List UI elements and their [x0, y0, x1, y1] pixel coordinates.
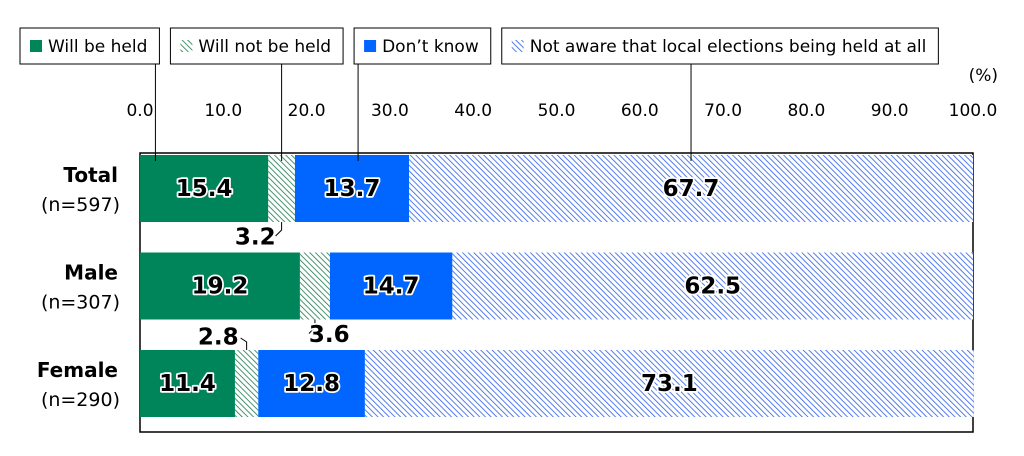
legend-item: Will not be held: [169, 27, 344, 65]
bar-segment: [294, 155, 410, 222]
value-label: 3.2: [235, 225, 276, 251]
x-tick-label: 20.0: [288, 101, 326, 121]
legend-label: Will not be held: [198, 37, 331, 57]
legend-label: Not aware that local elections being hel…: [530, 37, 927, 57]
value-label: 3.6: [309, 322, 350, 348]
x-tick-label: 40.0: [454, 101, 492, 121]
label-leader: [275, 222, 283, 237]
category-label: Male: [64, 261, 118, 285]
x-tick-label: 90.0: [871, 101, 909, 121]
category-label: Total: [63, 163, 118, 187]
legend-item: Will be held: [19, 27, 160, 65]
value-label: 11.4: [159, 371, 216, 397]
sample-size: (n=307): [41, 292, 120, 314]
bar-segment: [268, 155, 295, 222]
bar-segment: [409, 155, 974, 222]
legend-label: Don’t know: [382, 37, 479, 57]
value-label: 62.5: [684, 274, 741, 300]
value-label: 67.7: [663, 176, 720, 202]
unit-label: (%): [969, 66, 998, 86]
value-label: 14.7: [363, 274, 420, 300]
legend-box: [169, 27, 344, 65]
bar-segment: [140, 252, 300, 320]
bar-segment: [234, 350, 259, 417]
legend-label: Will be held: [48, 37, 147, 57]
legend-box: [19, 27, 160, 65]
legend-swatch: [511, 40, 524, 52]
legend-swatch: [180, 40, 193, 52]
value-label: 19.2: [192, 274, 249, 300]
legend-box: [353, 27, 492, 65]
sample-size: (n=597): [41, 194, 120, 216]
value-label: 73.1: [641, 371, 698, 397]
legend-item: Don’t know: [353, 27, 492, 65]
x-tick-label: 10.0: [204, 101, 242, 121]
bar-segment: [452, 252, 973, 320]
bar-segment: [299, 252, 330, 320]
value-label: 12.8: [283, 371, 340, 397]
legend-swatch: [30, 40, 42, 52]
x-tick-label: 80.0: [787, 101, 825, 121]
x-tick-label: 100.0: [949, 101, 998, 121]
label-leader: [308, 319, 316, 334]
legend-item: Not aware that local elections being hel…: [501, 27, 939, 65]
x-tick-label: 70.0: [704, 101, 742, 121]
value-label: 13.7: [324, 176, 381, 202]
value-label: 2.8: [198, 325, 239, 351]
category-label: Female: [37, 358, 118, 382]
legend-box: [501, 27, 939, 65]
sample-size: (n=290): [41, 389, 120, 411]
x-tick-label: 0.0: [126, 101, 153, 121]
bar-segment: [364, 350, 974, 417]
bar-segment: [258, 350, 365, 417]
label-leader: [240, 337, 248, 350]
bar-segment: [140, 350, 235, 417]
x-tick-label: 30.0: [371, 101, 409, 121]
x-tick-label: 50.0: [538, 101, 576, 121]
bar-segment: [329, 252, 453, 320]
bar-segment: [140, 155, 269, 222]
value-label: 15.4: [176, 176, 233, 202]
legend-swatch: [364, 40, 377, 52]
x-tick-label: 60.0: [621, 101, 659, 121]
